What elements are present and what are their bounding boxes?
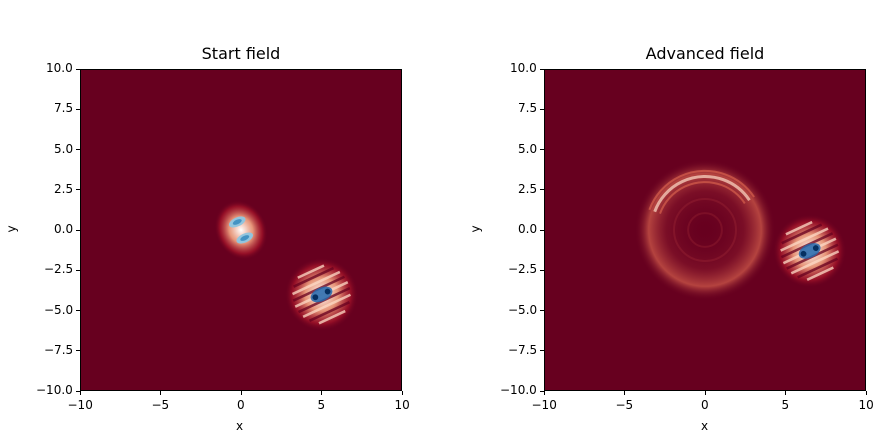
x-tick-mark — [160, 391, 161, 395]
x-tick-label: 0 — [701, 398, 709, 412]
y-tick-label: −5.0 — [44, 302, 74, 317]
y-tick-label: 7.5 — [54, 101, 74, 116]
y-tick-label: 2.5 — [54, 181, 74, 196]
y-tick-mark — [540, 68, 544, 70]
x-tick-mark — [865, 391, 867, 395]
chart-title: Start field — [201, 44, 281, 63]
dipole-blob — [214, 200, 268, 260]
y-tick-mark — [76, 269, 80, 271]
x-tick-label: 10 — [858, 398, 874, 412]
y-tick-label: 10.0 — [46, 61, 73, 75]
y-tick-label: 10.0 — [510, 61, 537, 75]
y-tick-mark — [76, 189, 80, 191]
plot-frame — [544, 69, 866, 391]
x-tick-mark — [785, 391, 786, 395]
y-tick-label: 0.0 — [518, 222, 538, 236]
y-tick-mark — [76, 229, 80, 231]
x-axis-label: x — [236, 419, 244, 433]
y-tick-label: 5.0 — [518, 141, 538, 156]
y-axis-label: y — [468, 225, 483, 233]
y-tick-mark — [540, 350, 544, 352]
x-tick-label: −5 — [151, 398, 170, 412]
x-tick-mark — [321, 391, 322, 395]
heatmap-plot-area — [80, 69, 402, 391]
x-tick-mark — [401, 391, 403, 395]
y-tick-mark — [540, 189, 544, 191]
x-tick-mark — [704, 391, 706, 395]
plot-frame — [80, 69, 402, 391]
heatmap-plot-area — [544, 69, 866, 391]
y-axis-label: y — [4, 225, 19, 233]
y-tick-mark — [540, 310, 544, 311]
x-tick-mark — [624, 391, 625, 395]
y-tick-label: −10.0 — [500, 383, 537, 397]
y-tick-label: 2.5 — [518, 181, 538, 196]
y-tick-label: 0.0 — [54, 222, 74, 236]
y-tick-mark — [540, 149, 544, 150]
y-tick-mark — [540, 390, 544, 392]
y-tick-mark — [540, 269, 544, 271]
y-tick-mark — [76, 350, 80, 352]
y-tick-mark — [76, 149, 80, 150]
x-tick-label: 10 — [394, 398, 410, 412]
striped-packet — [284, 257, 359, 332]
striped-packet — [772, 214, 847, 288]
y-tick-label: −7.5 — [508, 342, 538, 357]
y-tick-mark — [540, 229, 544, 231]
x-tick-mark — [79, 391, 81, 395]
x-tick-label: 5 — [781, 398, 790, 412]
ring-wave — [634, 159, 776, 301]
y-tick-label: −7.5 — [44, 342, 74, 357]
y-tick-label: −10.0 — [36, 383, 73, 397]
chart-title: Advanced field — [645, 44, 765, 63]
x-tick-label: −10 — [67, 398, 93, 412]
x-tick-mark — [240, 391, 242, 395]
y-tick-label: 5.0 — [54, 141, 74, 156]
x-tick-label: −10 — [531, 398, 557, 412]
y-tick-mark — [76, 68, 80, 70]
y-tick-label: −2.5 — [44, 262, 74, 277]
x-tick-mark — [543, 391, 545, 395]
x-axis-label: x — [701, 419, 709, 433]
y-tick-mark — [76, 108, 80, 110]
x-tick-label: 0 — [237, 398, 245, 412]
y-tick-mark — [76, 390, 80, 392]
y-tick-mark — [540, 108, 544, 110]
x-tick-label: −5 — [615, 398, 634, 412]
y-tick-label: 7.5 — [518, 101, 538, 116]
y-tick-label: −5.0 — [508, 302, 538, 317]
x-tick-label: 5 — [317, 398, 326, 412]
y-tick-mark — [76, 310, 80, 311]
y-tick-label: −2.5 — [508, 262, 538, 277]
